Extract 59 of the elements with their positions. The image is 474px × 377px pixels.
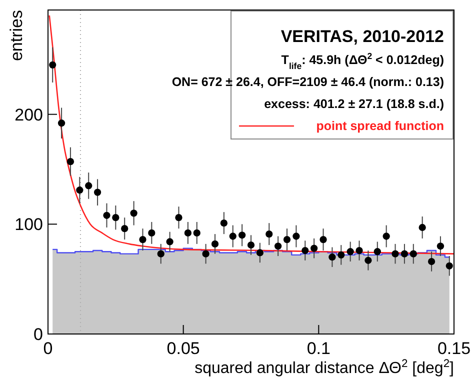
point — [121, 225, 128, 232]
point — [148, 229, 156, 237]
point — [346, 248, 354, 256]
y-tick-label: 200 — [14, 105, 43, 124]
point — [382, 232, 390, 240]
annotation: ON= 672 ± 26.4, OFF=2109 ± 46.4 (norm.: 0.13) — [172, 75, 444, 89]
point — [446, 262, 453, 270]
point — [193, 229, 200, 237]
point — [428, 258, 436, 266]
line-series — [48, 14, 455, 254]
point — [338, 251, 345, 258]
point — [328, 254, 336, 261]
point — [202, 250, 210, 258]
point — [85, 182, 92, 190]
point — [103, 212, 110, 219]
point — [364, 256, 372, 264]
point — [436, 242, 444, 250]
x-tick-label: 0.15 — [437, 339, 471, 358]
point — [76, 186, 84, 194]
point — [166, 238, 174, 246]
point — [310, 244, 318, 252]
point — [94, 188, 102, 196]
point — [58, 120, 66, 127]
point — [283, 236, 291, 244]
point — [175, 214, 182, 222]
annotation: T$_{life}$: 45.9h (ΔΘ$^{2}$ < 0.012deg) — [281, 51, 444, 71]
legend-title: VERITAS, 2010-2012 — [280, 27, 444, 46]
point — [247, 241, 255, 249]
point — [410, 250, 417, 258]
x-tick-label: 0.1 — [306, 339, 330, 358]
point — [374, 248, 381, 256]
x-axis-title: squared angular distance ΔΘ$^{2}$ [deg$^{2}$] — [194, 358, 454, 377]
point — [418, 224, 426, 232]
point — [229, 232, 236, 240]
point — [220, 220, 228, 227]
point — [274, 242, 282, 250]
y-tick-label: 100 — [14, 215, 43, 234]
point — [66, 158, 74, 166]
point — [266, 230, 273, 238]
point — [256, 249, 264, 256]
point — [130, 210, 138, 217]
y-axis-title: entries — [7, 10, 26, 62]
point — [292, 232, 300, 240]
point — [356, 246, 363, 254]
point — [392, 250, 399, 258]
y-tick-label: 0 — [34, 325, 43, 344]
annotation: excess: 401.2 ± 27.1 (18.8 s.d.) — [264, 97, 444, 111]
point — [238, 232, 246, 239]
legend-label: point spread function — [316, 119, 444, 133]
point — [184, 229, 192, 237]
point — [211, 240, 219, 248]
point — [320, 236, 327, 244]
x-tick-label: 0.05 — [166, 339, 200, 358]
point — [139, 236, 146, 244]
point — [302, 246, 309, 254]
point — [112, 214, 120, 222]
point — [49, 61, 56, 68]
point — [400, 250, 408, 258]
point — [157, 250, 164, 258]
